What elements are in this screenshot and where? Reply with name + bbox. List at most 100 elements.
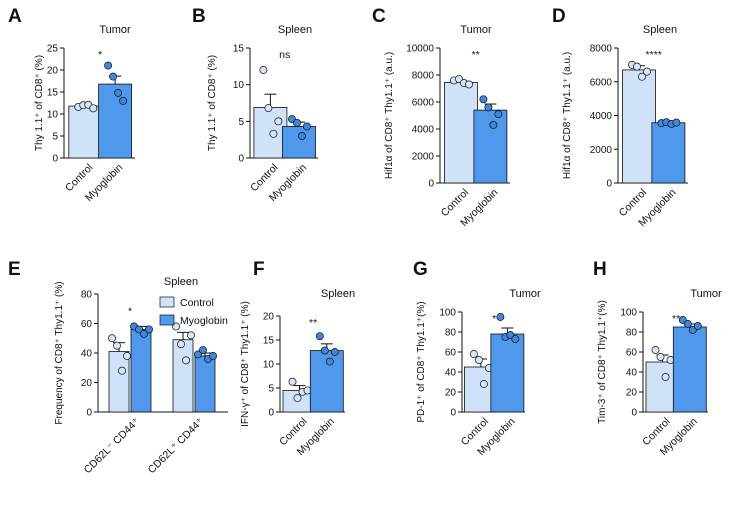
- data-point: [315, 332, 324, 341]
- data-point: [474, 356, 483, 364]
- data-point: [104, 61, 113, 70]
- panel-f: F Spleen 0 5 10 15 20 IFN-γ⁺ of CD8⁺ Thy1.1⁺ (%…: [240, 259, 355, 458]
- y-tick-label: 0: [268, 408, 274, 419]
- data-point: [118, 366, 126, 375]
- data-point: [656, 353, 665, 361]
- panel-d: D Spleen 0 2000 4000 6000 8000 Hif1α of CD8⁺ Th…: [552, 6, 688, 229]
- y-tick-label: 40: [626, 368, 638, 379]
- data-point: [264, 104, 273, 113]
- y-tick-label: 0: [606, 179, 612, 190]
- data-point: [465, 80, 473, 89]
- y-axis-label: Hif1α of CD8⁺ Thy1.1⁺ (a.u.): [562, 52, 573, 179]
- significance-label: **: [309, 317, 317, 329]
- y-tick-label: 80: [626, 328, 638, 339]
- data-point: [320, 346, 329, 355]
- data-point: [643, 67, 651, 76]
- panel-c: C Tumor 0 2000 4000 6000 8000 10000 Hif1α of CD8…: [372, 6, 510, 229]
- y-axis-label: Thy 1.1⁺ of CD8⁺ (%): [34, 55, 45, 151]
- y-tick-label: 6000: [590, 77, 613, 88]
- y-tick-label: 2000: [412, 152, 435, 163]
- data-point: [113, 341, 121, 350]
- data-point: [119, 96, 128, 105]
- panel-title: Spleen: [164, 276, 198, 288]
- data-point: [269, 129, 278, 138]
- panel-title: Spleen: [278, 24, 312, 36]
- legend-swatch: [159, 314, 175, 326]
- data-point: [288, 377, 297, 386]
- y-tick-label: 80: [81, 290, 93, 301]
- bar-control: [108, 351, 130, 413]
- y-tick-label: 4000: [412, 125, 435, 136]
- data-point: [145, 325, 153, 334]
- data-point: [140, 329, 148, 338]
- y-tick-label: 4000: [590, 111, 613, 122]
- panel-title: Spleen: [321, 288, 355, 300]
- y-axis-label: Tim-3⁺ of CD8⁺ Thy1.1⁺(%): [597, 300, 608, 424]
- data-point: [298, 132, 306, 140]
- data-point: [109, 72, 118, 81]
- y-tick-label: 8000: [412, 71, 435, 82]
- panel-title: Tumor: [509, 288, 541, 300]
- data-point: [187, 331, 195, 340]
- panel-label: A: [8, 6, 22, 27]
- bar-control: [444, 82, 478, 184]
- data-point: [479, 95, 488, 104]
- data-point: [330, 348, 339, 356]
- panel-g: G Tumor 0 20 40 60 80 100 PD-1⁺ of CD8⁺ Thy1.1⁺(…: [413, 259, 541, 458]
- data-point: [325, 357, 334, 366]
- data-point: [209, 352, 217, 360]
- data-point: [469, 350, 478, 358]
- data-point: [259, 66, 268, 74]
- y-tick-label: 100: [439, 308, 456, 319]
- data-point: [114, 88, 123, 97]
- y-tick-label: 40: [81, 349, 93, 360]
- data-point: [511, 335, 520, 343]
- data-point: [489, 120, 498, 129]
- panel-h: H Tumor 0 20 40 60 80 100 Tim-3⁺ of CD8⁺ Thy1.1⁺…: [593, 259, 722, 458]
- panel-e: E Spleen 0 20 40 60 80 Frequency of CD8⁺ Thy1.1…: [8, 259, 228, 476]
- bar-control: [68, 105, 103, 159]
- panel-label: B: [192, 6, 206, 27]
- y-tick-label: 25: [47, 44, 59, 55]
- data-point: [199, 346, 207, 354]
- bar-myoglobin: [490, 333, 525, 413]
- y-tick-label: 20: [81, 378, 93, 389]
- y-tick-label: 0: [631, 408, 637, 419]
- y-axis-label: Thy 1.1⁺ of CD8⁺ (%): [207, 55, 218, 151]
- panel-title: Spleen: [643, 24, 677, 36]
- data-point: [293, 394, 302, 403]
- data-point: [484, 103, 493, 112]
- y-axis-label: Frequency of CD8⁺ Thy1.1⁺ (%): [54, 281, 65, 424]
- bar-myoglobin: [651, 122, 686, 184]
- y-tick-label: 5: [268, 384, 274, 395]
- y-tick-label: 0: [86, 408, 92, 419]
- y-axis-label: Hif1α of CD8⁺ Thy1.1⁺ (a.u.): [384, 52, 395, 179]
- data-point: [494, 110, 503, 119]
- y-tick-label: 5: [52, 132, 58, 143]
- y-tick-label: 0: [450, 408, 456, 419]
- significance-label: **: [472, 49, 480, 61]
- panel-label: D: [552, 6, 566, 27]
- significance-label: ****: [646, 49, 662, 61]
- y-tick-label: 2000: [590, 145, 613, 156]
- bar-control: [622, 69, 656, 184]
- y-tick-label: 20: [47, 66, 59, 77]
- data-point: [633, 62, 641, 71]
- data-point: [672, 118, 681, 127]
- y-tick-label: 15: [47, 88, 59, 99]
- bar-myoglobin: [282, 126, 316, 159]
- y-tick-label: 0: [428, 179, 434, 190]
- y-tick-label: 100: [620, 308, 637, 319]
- panel-label: C: [372, 6, 386, 27]
- data-point: [651, 346, 660, 354]
- data-point: [303, 122, 311, 131]
- bar-myoglobin: [194, 355, 216, 413]
- data-point: [108, 334, 116, 343]
- x-category-label: CD62L⁺ CD44⁺: [146, 415, 207, 476]
- data-point: [693, 322, 702, 330]
- panel-label: G: [413, 259, 428, 280]
- y-axis-label: PD-1⁺ of CD8⁺ Thy1.1⁺(%): [416, 301, 427, 422]
- y-tick-label: 20: [263, 312, 275, 323]
- data-point: [177, 340, 185, 349]
